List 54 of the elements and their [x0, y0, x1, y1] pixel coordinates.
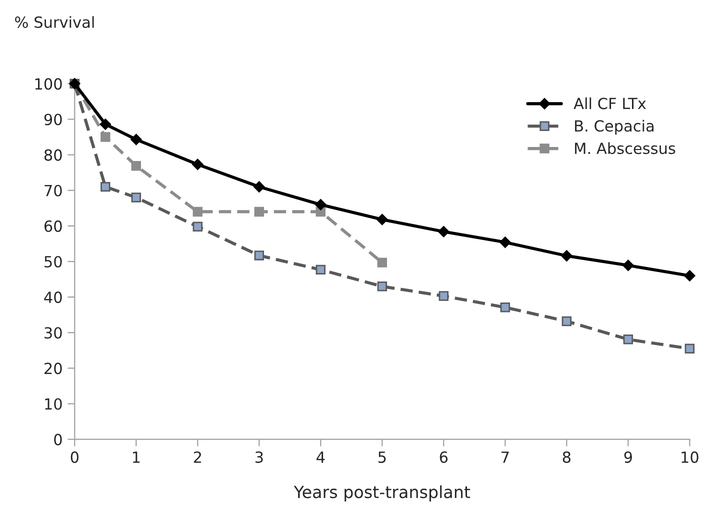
- point: [438, 291, 449, 301]
- point: [192, 158, 204, 170]
- legend-label: All CF LTx: [574, 97, 646, 110]
- x-tick-label: 9: [624, 451, 632, 463]
- y-tick-label: 30: [44, 327, 62, 339]
- x-tick-label: 5: [378, 452, 386, 463]
- x-tick-label: 10: [682, 451, 698, 463]
- x-axis-title: Years post-transplant: [294, 485, 470, 502]
- point: [131, 192, 142, 202]
- point: [192, 222, 203, 232]
- point: [623, 334, 634, 344]
- y-tick-label: 90: [44, 114, 62, 126]
- point: [254, 206, 264, 217]
- point: [561, 250, 572, 262]
- x-tick-label: 0: [70, 451, 78, 463]
- y-tick-label: 80: [44, 149, 62, 161]
- y-tick-label: 40: [44, 292, 62, 304]
- point: [622, 260, 634, 272]
- point: [562, 316, 572, 326]
- y-tick-label: 10: [45, 398, 62, 410]
- point: [100, 182, 110, 192]
- point: [377, 258, 388, 268]
- point: [500, 236, 511, 248]
- point: [254, 181, 265, 192]
- x-tick-label: 1: [132, 452, 140, 463]
- y-axis-title: % Survival: [15, 16, 94, 28]
- point: [100, 118, 112, 130]
- point: [315, 198, 326, 210]
- point: [438, 226, 450, 238]
- point: [131, 160, 142, 171]
- point: [684, 344, 695, 354]
- point: [500, 302, 510, 312]
- legend-label: M. Abscessus: [575, 142, 676, 154]
- y-tick-label: 20: [44, 362, 62, 374]
- x-tick-label: 2: [194, 451, 201, 463]
- point: [254, 250, 264, 260]
- point: [376, 214, 388, 226]
- point: [130, 134, 142, 146]
- legend-label: B. Cepacia: [575, 120, 654, 135]
- y-tick-label: 70: [44, 184, 62, 196]
- point: [316, 264, 326, 275]
- point: [684, 270, 696, 282]
- x-tick-label: 6: [440, 451, 448, 463]
- y-tick-label: 100: [35, 78, 62, 90]
- point: [192, 206, 203, 217]
- x-tick-label: 3: [255, 451, 263, 463]
- point: [377, 282, 388, 292]
- y-tick-label: 60: [44, 220, 62, 232]
- x-tick-label: 4: [316, 452, 325, 463]
- x-tick-label: 7: [502, 452, 509, 463]
- x-tick-label: 8: [562, 451, 570, 463]
- y-tick-label: 50: [44, 256, 62, 268]
- point: [100, 132, 110, 142]
- y-tick-label: 0: [54, 434, 62, 446]
